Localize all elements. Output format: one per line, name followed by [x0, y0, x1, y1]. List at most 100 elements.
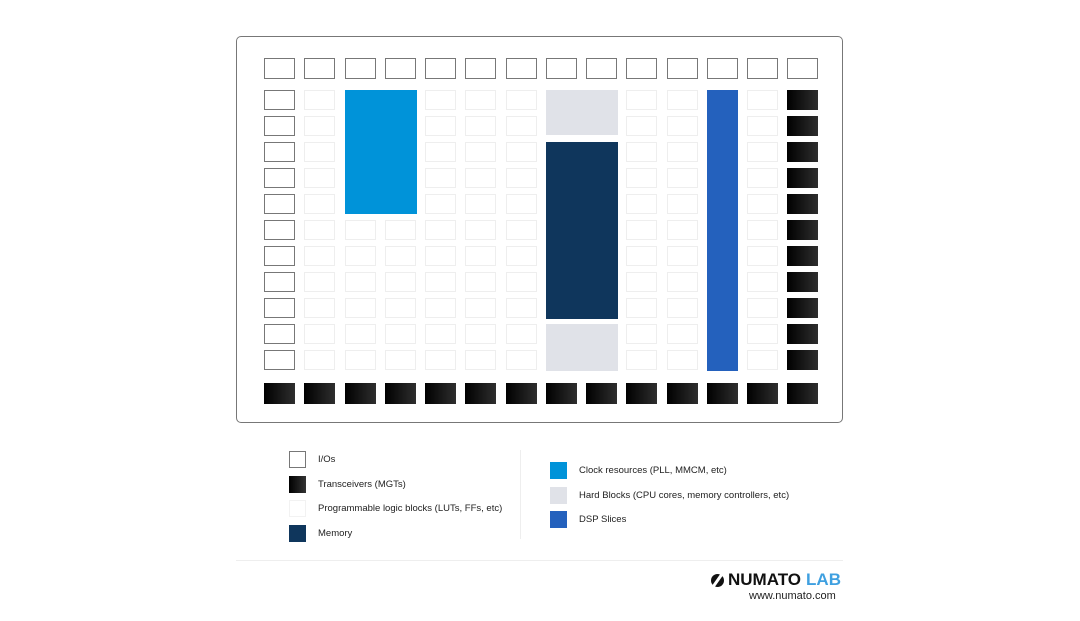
logic-block — [425, 272, 456, 292]
io-tile — [264, 350, 295, 370]
legend-divider — [520, 450, 521, 539]
logic-block — [505, 90, 537, 110]
transceiver-tile — [787, 116, 819, 136]
hard-block — [545, 90, 618, 135]
logic-block — [384, 246, 416, 266]
logic-block — [465, 246, 497, 266]
legend-item-io: I/Os — [289, 451, 335, 468]
transceiver-tile — [787, 194, 819, 214]
logic-block — [626, 142, 658, 162]
transceiver-tile — [545, 383, 577, 404]
logic-block — [666, 324, 698, 344]
logic-block — [425, 298, 456, 318]
legend-label: I/Os — [318, 454, 336, 465]
transceiver-tile — [787, 142, 819, 162]
legend-swatch-clock — [550, 462, 567, 479]
legend-item-dsp: DSP Slices — [550, 511, 626, 528]
logic-block — [384, 324, 416, 344]
legend-item-hard: Hard Blocks (CPU cores, memory controlle… — [550, 486, 790, 504]
legend-label: Transceivers (MGTs) — [318, 478, 406, 490]
legend-item-mgt: Transceivers (MGTs) — [289, 475, 406, 493]
logic-block — [747, 220, 778, 240]
logic-block — [304, 168, 336, 188]
io-tile — [264, 324, 295, 344]
logic-block — [465, 194, 497, 214]
logic-block — [626, 324, 658, 344]
logic-block — [465, 116, 497, 136]
transceiver-tile — [264, 383, 295, 404]
logic-block — [747, 116, 778, 136]
logic-block — [304, 194, 336, 214]
transceiver-tile — [787, 246, 819, 266]
logic-block — [304, 324, 336, 344]
io-tile — [264, 58, 295, 79]
logic-block — [505, 272, 537, 292]
logic-block — [344, 298, 376, 318]
transceiver-tile — [787, 90, 819, 110]
logic-block — [626, 246, 658, 266]
logo-name: NUMATO — [728, 570, 802, 589]
io-tile — [264, 298, 295, 318]
logic-block — [465, 324, 497, 344]
io-tile — [706, 58, 738, 79]
io-tile — [264, 90, 295, 110]
legend-item-memory: Memory — [289, 524, 352, 542]
logic-block — [505, 142, 537, 162]
io-tile — [264, 142, 295, 162]
logic-block — [666, 90, 698, 110]
io-tile — [505, 58, 537, 79]
io-tile — [264, 220, 295, 240]
io-tile — [747, 58, 778, 79]
legend-item-logic: Programmable logic blocks (LUTs, FFs, et… — [289, 500, 502, 517]
legend-label: Hard Blocks (CPU cores, memory controlle… — [579, 489, 790, 501]
logic-block — [384, 272, 416, 292]
io-tile — [787, 58, 819, 79]
logic-block — [425, 220, 456, 240]
logic-block — [505, 298, 537, 318]
io-tile — [666, 58, 698, 79]
io-tile — [586, 58, 617, 79]
logic-block — [465, 90, 497, 110]
logic-block — [505, 168, 537, 188]
logic-block — [666, 272, 698, 292]
logic-block — [626, 116, 658, 136]
logic-block — [425, 168, 456, 188]
logic-block — [505, 116, 537, 136]
logic-block — [304, 116, 336, 136]
dsp-slice-column — [706, 90, 738, 371]
logic-block — [304, 142, 336, 162]
numato-logo-icon — [711, 573, 724, 587]
logic-block — [747, 246, 778, 266]
logic-block — [465, 272, 497, 292]
hard-block — [545, 324, 618, 371]
transceiver-tile — [505, 383, 537, 404]
legend-swatch-memory — [289, 524, 306, 542]
logic-block — [304, 246, 336, 266]
website-url: www.numato.com — [749, 590, 836, 602]
logic-block — [425, 324, 456, 344]
logic-block — [384, 350, 416, 370]
logic-block — [626, 168, 658, 188]
logic-block — [626, 272, 658, 292]
logic-block — [465, 168, 497, 188]
logic-block — [747, 90, 778, 110]
transceiver-tile — [787, 350, 819, 370]
logic-block — [626, 298, 658, 318]
logic-block — [747, 272, 778, 292]
logic-block — [304, 90, 336, 110]
logic-block — [465, 220, 497, 240]
io-tile — [545, 58, 577, 79]
io-tile — [304, 58, 336, 79]
transceiver-tile — [586, 383, 617, 404]
logic-block — [505, 350, 537, 370]
logo-suffix: LAB — [806, 570, 841, 589]
logic-block — [666, 116, 698, 136]
logic-block — [747, 194, 778, 214]
transceiver-tile — [626, 383, 658, 404]
legend-label: DSP Slices — [579, 514, 627, 525]
logic-block — [425, 194, 456, 214]
logic-block — [626, 220, 658, 240]
clock-resource-block — [344, 90, 417, 214]
logic-block — [666, 142, 698, 162]
logic-block — [384, 220, 416, 240]
